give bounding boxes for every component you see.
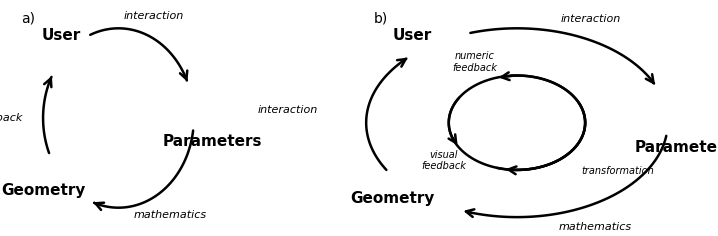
Text: visual feedback: visual feedback <box>0 113 22 123</box>
Text: transformation: transformation <box>582 166 655 176</box>
Text: Geometry: Geometry <box>1 183 86 198</box>
Text: interaction: interaction <box>123 11 184 21</box>
Text: Parameters: Parameters <box>635 140 718 155</box>
Text: Geometry: Geometry <box>350 191 434 206</box>
Text: visual
feedback: visual feedback <box>421 150 466 171</box>
Text: User: User <box>41 28 80 43</box>
Text: mathematics: mathematics <box>559 222 632 232</box>
Text: User: User <box>393 29 432 43</box>
Text: numeric
feedback: numeric feedback <box>452 51 498 73</box>
Text: interaction: interaction <box>560 14 620 24</box>
Text: Parameters: Parameters <box>163 134 263 149</box>
Text: b): b) <box>373 12 388 26</box>
Text: mathematics: mathematics <box>134 210 207 219</box>
Text: interaction: interaction <box>258 105 318 115</box>
Text: a): a) <box>22 12 35 26</box>
